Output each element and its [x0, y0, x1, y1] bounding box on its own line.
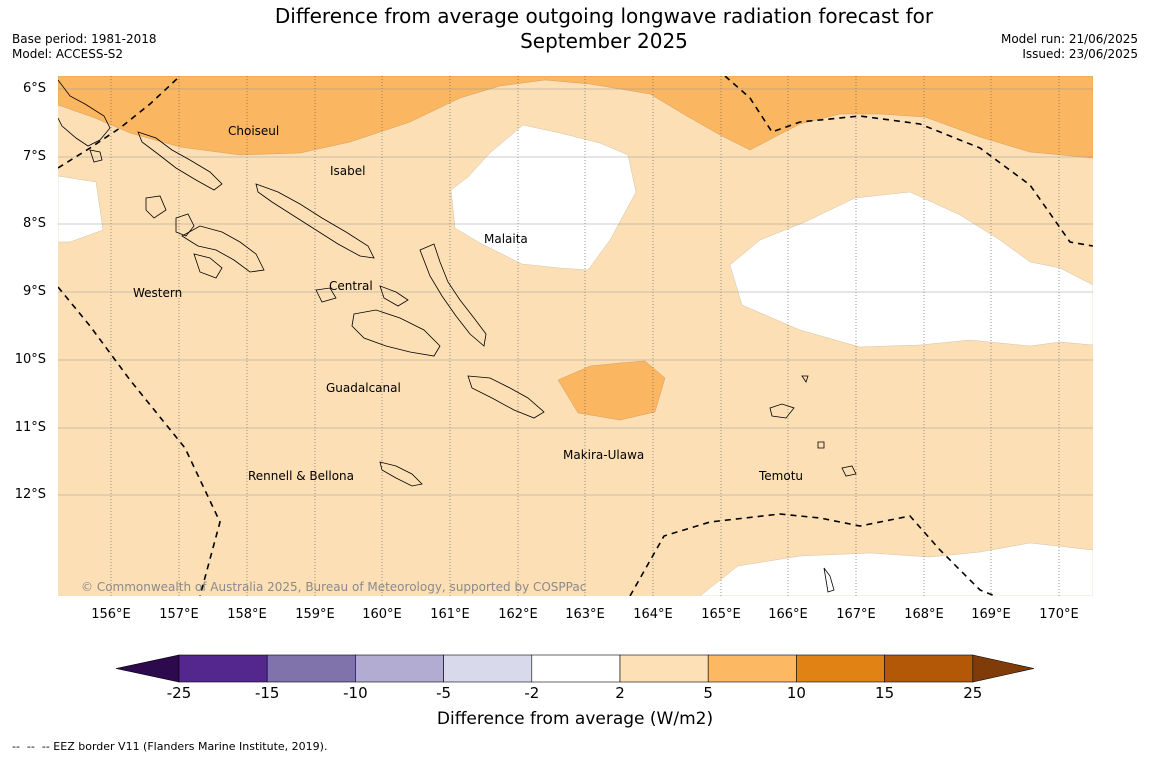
colorbar-label: Difference from average (W/m2)	[436, 709, 714, 729]
island-bougainville	[58, 79, 111, 147]
lon-label: 165°E	[701, 607, 741, 622]
lat-label: 8°S	[22, 216, 46, 231]
island-utupua	[817, 441, 825, 449]
colorbar-tick-label: -2	[524, 684, 540, 702]
island-makira	[467, 375, 545, 419]
label-central: Central	[329, 279, 373, 293]
island-choiseul	[137, 131, 223, 191]
lon-label: 170°E	[1039, 607, 1079, 622]
copyright-notice: © Commonwealth of Australia 2025, Bureau…	[81, 580, 587, 594]
lon-label: 156°E	[91, 607, 131, 622]
lon-label: 159°E	[295, 607, 335, 622]
lat-label: 10°S	[14, 352, 46, 367]
island-reef-1	[801, 375, 809, 383]
model-info: Base period: 1981-2018 Model: ACCESS-S2	[12, 32, 157, 62]
colorbar-tick-label: 10	[786, 684, 806, 702]
model-run: Model run: 21/06/2025	[1000, 32, 1138, 46]
label-choiseul: Choiseul	[228, 124, 280, 138]
lon-label: 164°E	[633, 607, 673, 622]
eez-border	[58, 76, 1093, 596]
map-title: Difference from average outgoing longwav…	[0, 4, 1150, 54]
lon-label: 168°E	[904, 607, 944, 622]
lat-label: 6°S	[22, 81, 46, 96]
model-name: Model: ACCESS-S2	[12, 47, 124, 61]
lon-label: 167°E	[836, 607, 876, 622]
islands	[58, 79, 857, 593]
label-malaita: Malaita	[484, 232, 528, 246]
label-temotu: Temotu	[759, 469, 804, 483]
band-5-10-patch	[557, 360, 666, 421]
eez-footnote: -- -- -- EEZ border V11 (Flanders Marine…	[12, 740, 328, 753]
lon-label: 166°E	[768, 607, 808, 622]
island-rennell	[379, 461, 423, 487]
lon-label: 160°E	[362, 607, 402, 622]
map-title-line-2: September 2025	[520, 29, 688, 53]
island-vanikoro	[841, 465, 857, 477]
island-tikopia	[823, 567, 835, 593]
label-isabel: Isabel	[330, 164, 366, 178]
lon-label: 162°E	[498, 607, 538, 622]
island-kolombangara	[175, 213, 195, 237]
lat-label: 7°S	[22, 149, 46, 164]
label-rennell-bellona: Rennell & Bellona	[248, 469, 355, 483]
island-florida	[379, 285, 409, 307]
colorbar-tick-label: 15	[875, 684, 895, 702]
island-malaita	[419, 243, 487, 347]
map-title-line-1: Difference from average outgoing longwav…	[274, 4, 934, 28]
colorbar-tick-label: -25	[166, 684, 192, 702]
lat-label: 9°S	[22, 284, 46, 299]
island-guadalcanal	[351, 309, 441, 357]
colorbar-tick-label: 25	[963, 684, 983, 702]
island-shortlands	[89, 149, 103, 163]
island-rendova	[193, 253, 223, 279]
lon-label: 161°E	[430, 607, 470, 622]
island-russells	[315, 287, 337, 303]
colorbar-tick-label: -5	[436, 684, 452, 702]
label-western: Western	[133, 286, 183, 300]
lat-label: 12°S	[14, 487, 46, 502]
colorbar-tick-label: -15	[254, 684, 280, 702]
neutral-area-east	[729, 191, 1093, 348]
lat-gridlines	[58, 88, 1093, 496]
lat-label: 11°S	[14, 420, 46, 435]
colorbar-tick-label: 2	[615, 684, 625, 702]
base-period: Base period: 1981-2018	[12, 32, 157, 46]
island-isabel	[255, 183, 375, 259]
island-ndeni	[769, 403, 795, 419]
lon-label: 163°E	[565, 607, 605, 622]
lon-label: 157°E	[159, 607, 199, 622]
label-guadalcanal: Guadalcanal	[326, 381, 401, 395]
run-info: Model run: 21/06/2025 Issued: 23/06/2025	[1001, 32, 1138, 62]
colorbar-tick-label: -10	[343, 684, 368, 702]
lon-label: 158°E	[227, 607, 267, 622]
neutral-area-south	[699, 542, 1093, 596]
colorbar-tick-label: 5	[703, 684, 713, 702]
neutral-area-west	[58, 175, 104, 243]
issued-date: Issued: 23/06/2025	[1022, 47, 1138, 61]
neutral-area-malaita	[450, 124, 637, 271]
label-makira-ulawa: Makira-Ulawa	[563, 448, 645, 462]
island-vella	[145, 195, 167, 219]
island-new-georgia	[181, 225, 265, 273]
map-area	[58, 76, 1093, 596]
lon-label: 169°E	[971, 607, 1011, 622]
